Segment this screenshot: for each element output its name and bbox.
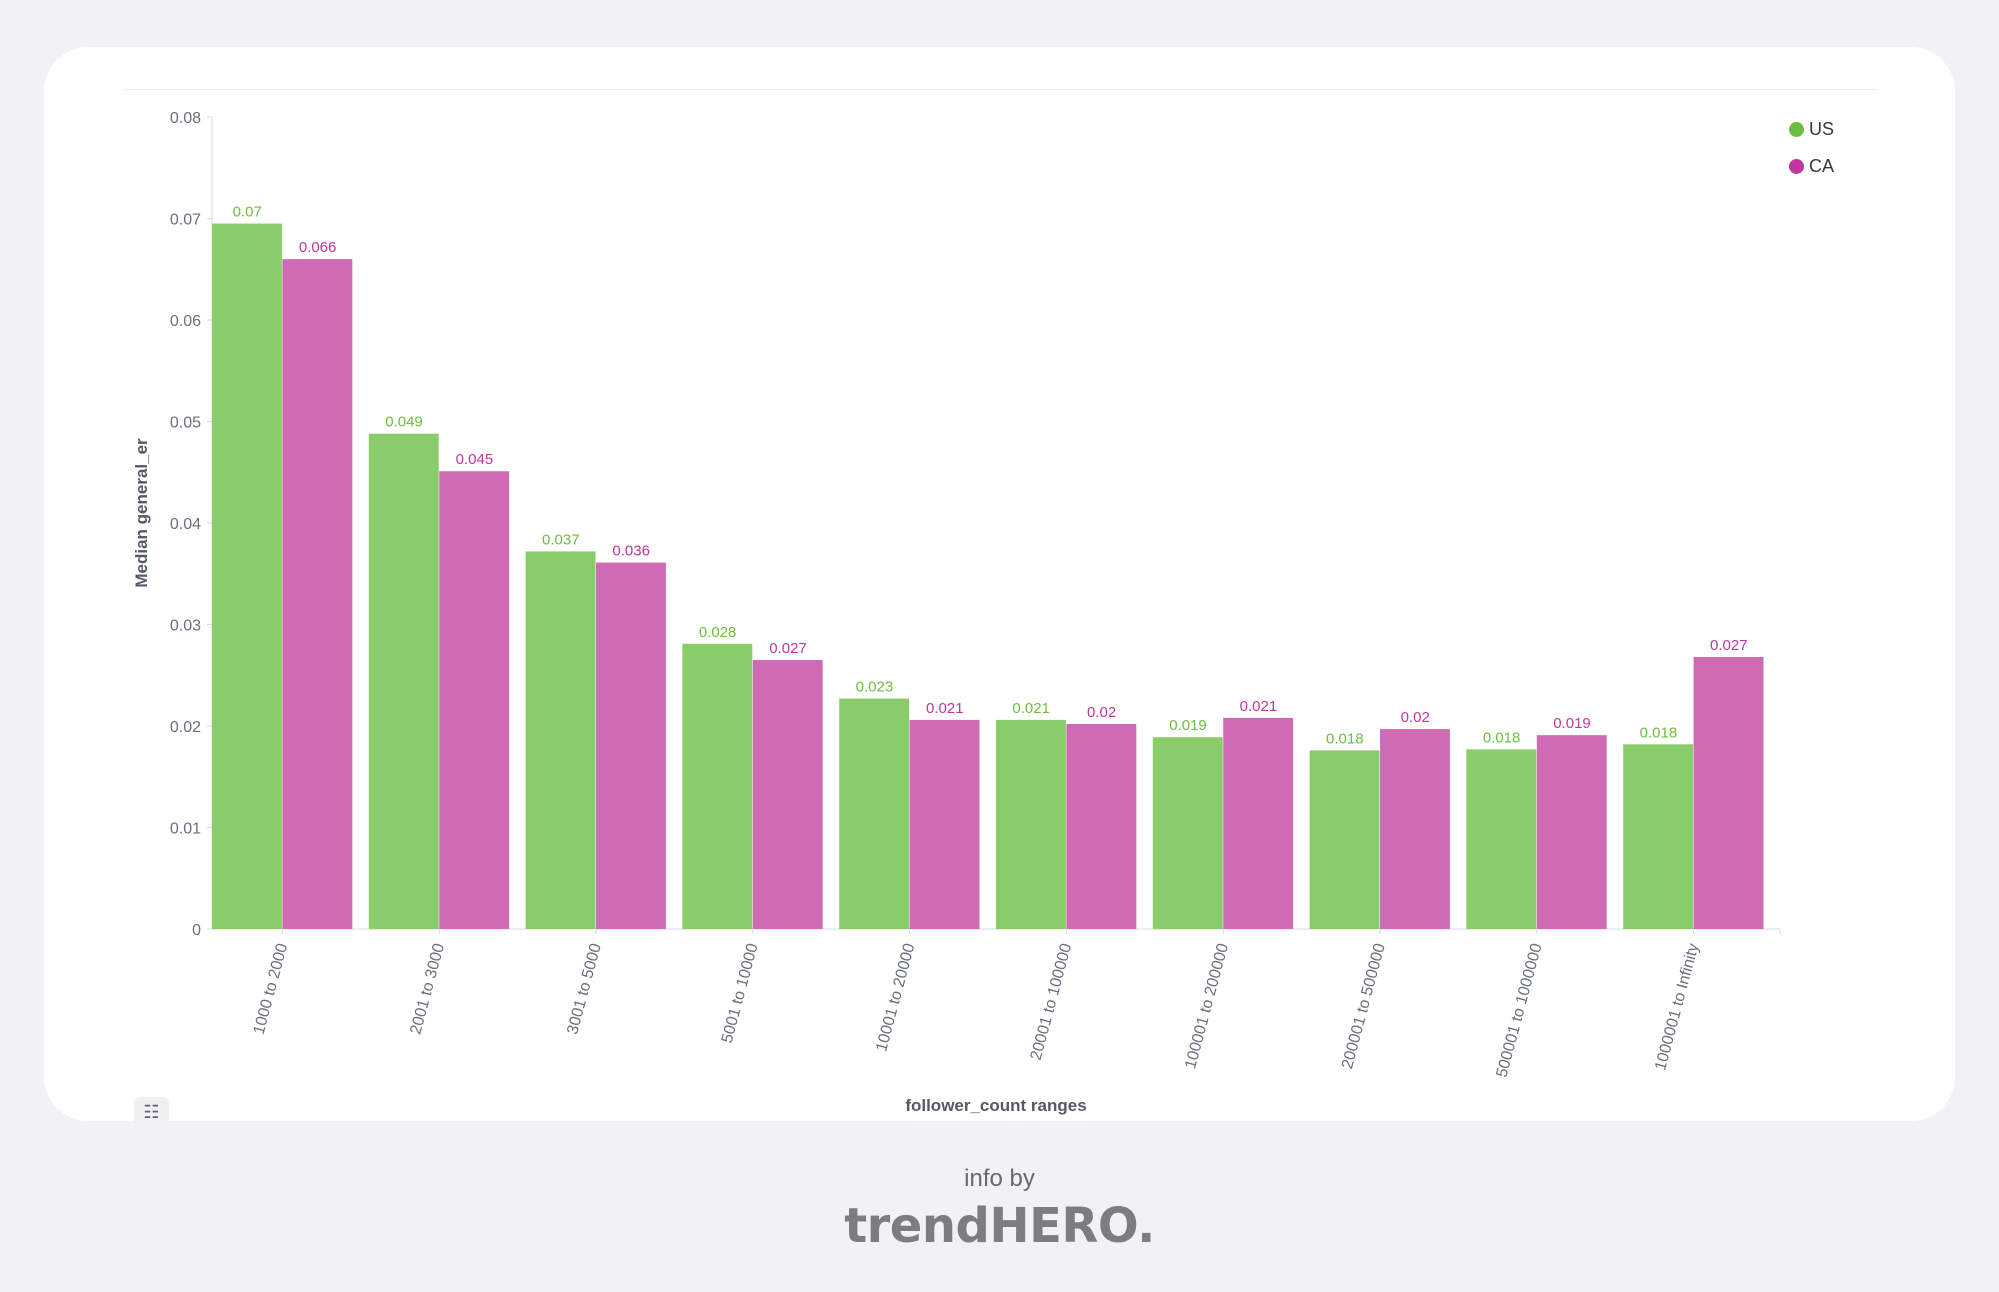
data-label-us: 0.018 — [1640, 724, 1678, 741]
bar-ca-9 — [1693, 656, 1764, 929]
legend: US CA — [1789, 111, 1834, 185]
y-tick-label: 0.03 — [170, 618, 201, 635]
list-icon[interactable]: ☷ — [134, 1097, 169, 1121]
y-tick-label: 0.05 — [170, 415, 201, 432]
legend-item-ca[interactable]: CA — [1789, 148, 1834, 185]
footer-info-text: info by — [964, 1165, 1035, 1192]
x-tick-label: 2001 to 3000 — [407, 942, 448, 1037]
data-label-us: 0.021 — [1012, 700, 1050, 717]
x-tick-label: 100001 to 200000 — [1182, 942, 1232, 1071]
legend-dot-ca — [1789, 159, 1804, 174]
data-label-ca: 0.02 — [1401, 709, 1430, 726]
bar-us-4 — [839, 698, 910, 929]
y-tick-label: 0.02 — [170, 719, 201, 736]
y-tick-label: 0.06 — [170, 313, 201, 330]
bar-us-2 — [525, 551, 596, 929]
y-tick-label: 0.07 — [170, 212, 201, 229]
bar-us-0 — [212, 223, 282, 929]
legend-label-us: US — [1809, 119, 1835, 139]
bar-ca-4 — [909, 719, 980, 929]
x-tick-label: 3001 to 5000 — [564, 942, 605, 1037]
bar-us-9 — [1623, 744, 1694, 929]
bar-us-1 — [368, 433, 439, 929]
data-label-us: 0.023 — [856, 679, 894, 696]
chart-card: 0 0.01 0.02 0.03 0.04 0.05 0.06 0.07 0.08 Median … — [44, 47, 1955, 1121]
data-label-ca: 0.021 — [1240, 698, 1278, 715]
y-tick-label: 0.04 — [170, 516, 201, 533]
bar-ca-1 — [439, 471, 510, 929]
data-label-ca: 0.045 — [456, 451, 494, 468]
card-divider — [122, 89, 1877, 90]
y-tick-label: 0.08 — [170, 110, 201, 127]
bar-us-7 — [1309, 750, 1380, 929]
bar-ca-8 — [1536, 735, 1607, 929]
x-tick-label: 5001 to 10000 — [719, 942, 762, 1045]
bar-us-3 — [682, 643, 753, 929]
x-tick-label: 10001 to 20000 — [873, 942, 918, 1054]
bar-chart: 0 0.01 0.02 0.03 0.04 0.05 0.06 0.07 0.08 Median … — [132, 110, 1781, 1115]
data-label-ca: 0.02 — [1087, 704, 1116, 721]
x-tick-label: 200001 to 500000 — [1339, 942, 1389, 1071]
data-label-ca: 0.066 — [299, 239, 337, 256]
bar-ca-5 — [1066, 723, 1137, 929]
brand-logo: trendHERO. — [844, 1198, 1155, 1254]
bar-us-5 — [996, 719, 1066, 929]
y-tick-label: 0.01 — [170, 821, 201, 838]
data-label-ca: 0.036 — [612, 543, 650, 560]
data-label-us: 0.018 — [1326, 730, 1364, 747]
data-label-us: 0.037 — [542, 531, 580, 548]
data-label-ca: 0.019 — [1553, 715, 1591, 732]
data-label-us: 0.019 — [1169, 717, 1207, 734]
bar-us-8 — [1466, 749, 1537, 929]
x-tick-label: 1000 to 2000 — [251, 942, 292, 1037]
x-axis-title: follower_count ranges — [905, 1096, 1086, 1115]
data-label-us: 0.028 — [699, 624, 737, 641]
legend-item-us[interactable]: US — [1789, 111, 1834, 148]
data-label-ca: 0.021 — [926, 700, 964, 717]
bar-us-6 — [1152, 737, 1223, 929]
data-label-us: 0.07 — [233, 204, 262, 221]
legend-label-ca: CA — [1809, 156, 1835, 176]
data-label-ca: 0.027 — [769, 640, 807, 657]
bar-ca-2 — [596, 562, 666, 929]
bar-ca-6 — [1223, 717, 1294, 929]
y-axis-title: Median general_er — [132, 438, 151, 588]
x-tick-label: 20001 to 100000 — [1028, 942, 1076, 1063]
x-tick-label: 500001 to 1000000 — [1494, 942, 1546, 1080]
x-tick-label: 1000001 to Infinity — [1652, 942, 1702, 1073]
data-label-ca: 0.027 — [1710, 637, 1748, 654]
bar-ca-7 — [1380, 729, 1450, 929]
bar-ca-0 — [282, 259, 353, 930]
bar-ca-3 — [752, 660, 823, 929]
data-label-us: 0.018 — [1483, 729, 1521, 746]
data-label-us: 0.049 — [385, 414, 423, 431]
y-tick-label: 0 — [192, 922, 201, 939]
legend-dot-us — [1789, 122, 1804, 137]
